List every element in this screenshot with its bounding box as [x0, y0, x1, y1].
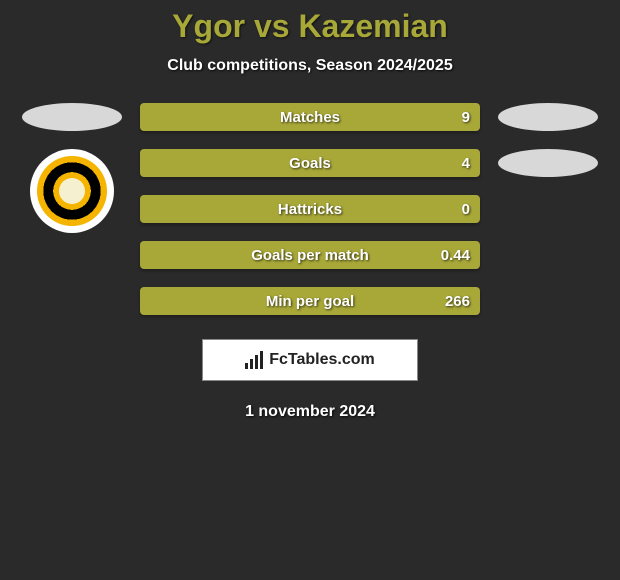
club-badge-left[interactable]: [30, 149, 114, 233]
stat-label: Min per goal: [266, 293, 354, 310]
stat-value: 266: [445, 293, 470, 310]
stat-bar-hattricks: Hattricks 0: [140, 195, 480, 223]
brand-link[interactable]: FcTables.com: [202, 339, 418, 381]
stat-label: Hattricks: [278, 201, 342, 218]
stat-label: Goals per match: [251, 247, 369, 264]
stat-value: 0: [462, 201, 470, 218]
stat-value: 4: [462, 155, 470, 172]
stat-label: Goals: [289, 155, 331, 172]
player-photo-left-placeholder: [22, 103, 122, 131]
brand-name: FcTables.com: [269, 351, 375, 369]
subtitle: Club competitions, Season 2024/2025: [0, 57, 620, 75]
left-column: [22, 103, 122, 233]
stat-value: 9: [462, 109, 470, 126]
stat-bar-min-per-goal: Min per goal 266: [140, 287, 480, 315]
stat-bar-matches: Matches 9: [140, 103, 480, 131]
sepahan-badge-icon: [37, 156, 107, 226]
stat-label: Matches: [280, 109, 340, 126]
bar-chart-icon: [245, 351, 263, 369]
stat-value: 0.44: [441, 247, 470, 264]
stat-bar-goals-per-match: Goals per match 0.44: [140, 241, 480, 269]
club-badge-right-placeholder: [498, 149, 598, 177]
page-title: Ygor vs Kazemian: [0, 8, 620, 45]
date-label: 1 november 2024: [0, 403, 620, 421]
comparison-widget: Ygor vs Kazemian Club competitions, Seas…: [0, 0, 620, 421]
right-column: [498, 103, 598, 177]
player-photo-right-placeholder: [498, 103, 598, 131]
content-row: Matches 9 Goals 4 Hattricks 0 Goals per …: [0, 103, 620, 315]
stats-bars: Matches 9 Goals 4 Hattricks 0 Goals per …: [140, 103, 480, 315]
stat-bar-goals: Goals 4: [140, 149, 480, 177]
